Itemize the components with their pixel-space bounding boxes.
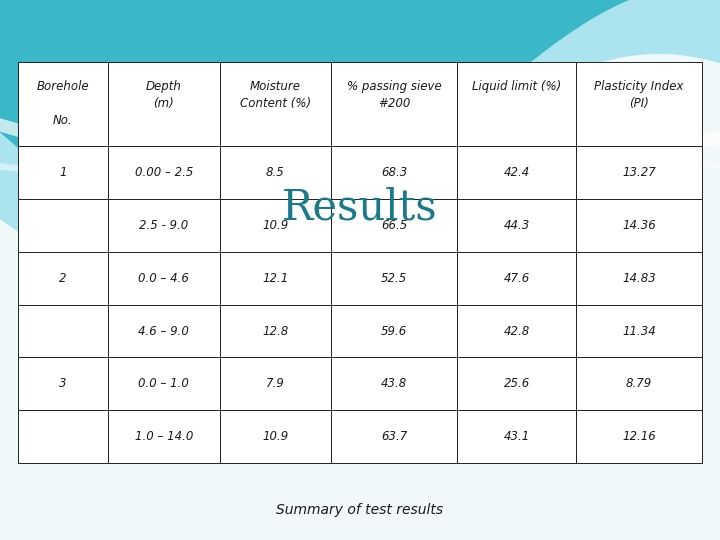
- Text: 63.7: 63.7: [381, 430, 408, 443]
- Text: Depth
(m): Depth (m): [146, 80, 181, 127]
- Bar: [331, 146, 457, 199]
- Bar: [220, 62, 331, 146]
- Bar: [576, 410, 702, 463]
- Bar: [220, 305, 331, 357]
- Bar: [18, 410, 108, 463]
- Text: 2.5 - 9.0: 2.5 - 9.0: [139, 219, 189, 232]
- Bar: [18, 357, 108, 410]
- Text: 12.8: 12.8: [262, 325, 289, 338]
- Bar: [18, 146, 108, 199]
- Bar: [457, 410, 576, 463]
- Bar: [331, 305, 457, 357]
- Bar: [331, 252, 457, 305]
- Text: 43.8: 43.8: [381, 377, 408, 390]
- Bar: [220, 357, 331, 410]
- Bar: [108, 410, 220, 463]
- Text: 11.34: 11.34: [622, 325, 656, 338]
- Bar: [108, 146, 220, 199]
- Text: 66.5: 66.5: [381, 219, 408, 232]
- Text: 52.5: 52.5: [381, 272, 408, 285]
- Text: Liquid limit (%): Liquid limit (%): [472, 80, 561, 127]
- Text: 1.0 – 14.0: 1.0 – 14.0: [135, 430, 193, 443]
- Polygon shape: [0, 70, 720, 148]
- Text: 8.5: 8.5: [266, 166, 285, 179]
- Text: 3: 3: [59, 377, 67, 390]
- Bar: [331, 199, 457, 252]
- Text: Summary of test results: Summary of test results: [276, 503, 444, 517]
- Bar: [331, 62, 457, 146]
- Text: 4.6 – 9.0: 4.6 – 9.0: [138, 325, 189, 338]
- Bar: [220, 410, 331, 463]
- Text: Plasticity Index
(PI): Plasticity Index (PI): [594, 80, 684, 127]
- Text: 10.9: 10.9: [262, 430, 289, 443]
- Bar: [108, 199, 220, 252]
- Bar: [220, 252, 331, 305]
- Text: 42.4: 42.4: [503, 166, 530, 179]
- Bar: [457, 305, 576, 357]
- Bar: [457, 199, 576, 252]
- Text: 0.00 – 2.5: 0.00 – 2.5: [135, 166, 193, 179]
- Polygon shape: [0, 113, 720, 174]
- Text: Results: Results: [282, 187, 438, 229]
- Text: 68.3: 68.3: [381, 166, 408, 179]
- Bar: [18, 199, 108, 252]
- Bar: [220, 146, 331, 199]
- Text: 0.0 – 1.0: 0.0 – 1.0: [138, 377, 189, 390]
- Bar: [108, 252, 220, 305]
- Text: 13.27: 13.27: [622, 166, 656, 179]
- Polygon shape: [0, 0, 720, 270]
- Bar: [457, 252, 576, 305]
- Text: 14.36: 14.36: [622, 219, 656, 232]
- Text: 7.9: 7.9: [266, 377, 285, 390]
- Text: 12.16: 12.16: [622, 430, 656, 443]
- Bar: [220, 199, 331, 252]
- Text: 12.1: 12.1: [262, 272, 289, 285]
- Text: 0.0 – 4.6: 0.0 – 4.6: [138, 272, 189, 285]
- Text: % passing sieve
#200: % passing sieve #200: [347, 80, 441, 127]
- Polygon shape: [0, 0, 720, 243]
- Bar: [457, 146, 576, 199]
- Text: 10.9: 10.9: [262, 219, 289, 232]
- Bar: [576, 146, 702, 199]
- Bar: [18, 305, 108, 357]
- Bar: [18, 62, 108, 146]
- Bar: [576, 62, 702, 146]
- Text: 59.6: 59.6: [381, 325, 408, 338]
- Text: Moisture
Content (%): Moisture Content (%): [240, 80, 311, 127]
- Bar: [331, 410, 457, 463]
- Bar: [457, 62, 576, 146]
- Text: 8.79: 8.79: [626, 377, 652, 390]
- Text: Borehole

No.: Borehole No.: [37, 80, 89, 127]
- Text: 44.3: 44.3: [503, 219, 530, 232]
- Bar: [108, 357, 220, 410]
- Bar: [331, 357, 457, 410]
- Text: 14.83: 14.83: [622, 272, 656, 285]
- Bar: [108, 305, 220, 357]
- Text: 47.6: 47.6: [503, 272, 530, 285]
- Bar: [576, 357, 702, 410]
- Bar: [108, 62, 220, 146]
- Text: 25.6: 25.6: [503, 377, 530, 390]
- Text: 43.1: 43.1: [503, 430, 530, 443]
- Bar: [576, 305, 702, 357]
- Text: 42.8: 42.8: [503, 325, 530, 338]
- Text: 2: 2: [59, 272, 67, 285]
- Bar: [457, 357, 576, 410]
- Bar: [18, 252, 108, 305]
- Bar: [576, 199, 702, 252]
- Text: 1: 1: [59, 166, 67, 179]
- Bar: [576, 252, 702, 305]
